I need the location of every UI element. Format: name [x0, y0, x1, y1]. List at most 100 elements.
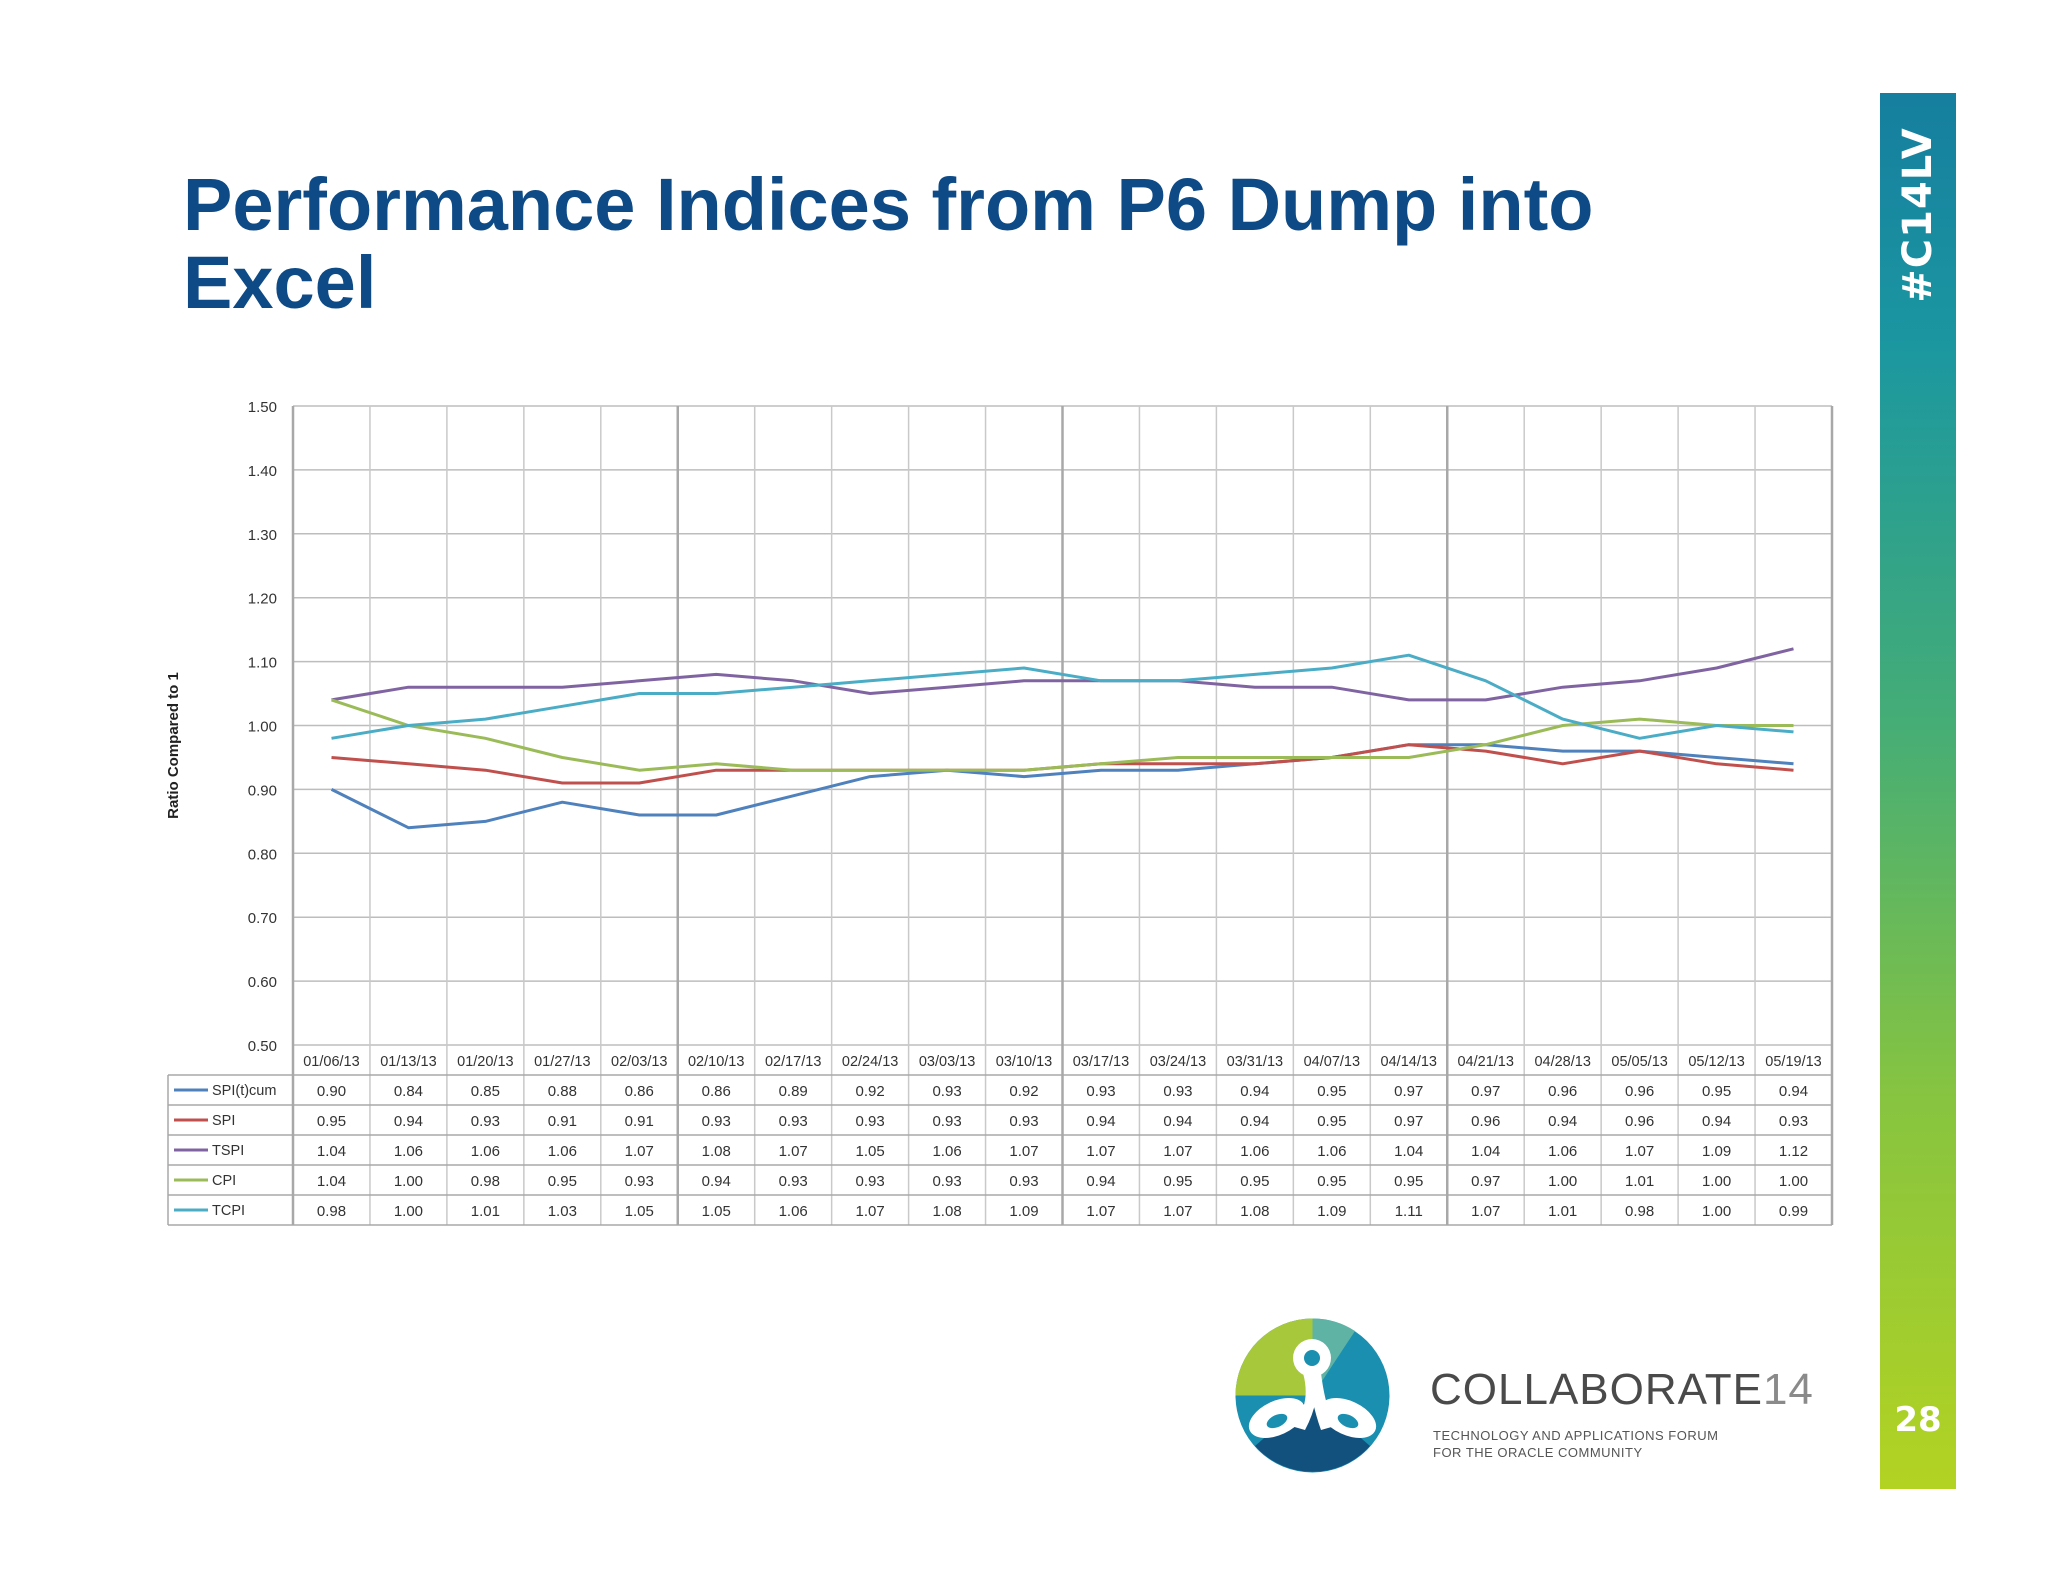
table-cell-value: 0.86 — [625, 1083, 654, 1100]
x-category-label: 03/17/13 — [1073, 1054, 1129, 1070]
brand-name: COLLABORATE — [1430, 1365, 1763, 1414]
table-cell-value: 0.93 — [471, 1113, 500, 1130]
table-cell-value: 0.93 — [1009, 1173, 1038, 1190]
table-cell-value: 0.90 — [317, 1083, 346, 1100]
table-cell-value: 1.00 — [394, 1173, 423, 1190]
table-cell-value: 0.95 — [1317, 1113, 1346, 1130]
x-category-label: 02/03/13 — [611, 1054, 667, 1070]
y-axis-title: Ratio Compared to 1 — [165, 672, 182, 819]
table-cell-value: 1.07 — [1471, 1203, 1500, 1220]
x-category-label: 04/28/13 — [1534, 1054, 1590, 1070]
table-cell-value: 1.00 — [1702, 1173, 1731, 1190]
table-cell-value: 1.09 — [1009, 1203, 1038, 1220]
x-category-label: 02/17/13 — [765, 1054, 821, 1070]
table-cell-value: 1.12 — [1779, 1143, 1808, 1160]
y-tick-label: 1.30 — [248, 527, 277, 544]
table-cell-value: 0.93 — [1086, 1083, 1115, 1100]
table-cell-value: 0.91 — [625, 1113, 654, 1130]
table-cell-value: 0.93 — [932, 1113, 961, 1130]
x-category-label: 05/12/13 — [1688, 1054, 1744, 1070]
legend-label: TSPI — [212, 1143, 244, 1159]
table-cell-value: 0.95 — [548, 1173, 577, 1190]
y-tick-label: 0.50 — [248, 1038, 277, 1055]
table-cell-value: 0.93 — [856, 1113, 885, 1130]
y-tick-label: 0.60 — [248, 974, 277, 991]
y-tick-label: 0.90 — [248, 782, 277, 799]
table-cell-value: 1.06 — [932, 1143, 961, 1160]
x-category-label: 03/03/13 — [919, 1054, 975, 1070]
table-cell-value: 0.97 — [1471, 1083, 1500, 1100]
legend-label: SPI(t)cum — [212, 1083, 276, 1099]
x-category-label: 02/24/13 — [842, 1054, 898, 1070]
table-cell-value: 0.97 — [1394, 1083, 1423, 1100]
table-cell-value: 1.07 — [1163, 1203, 1192, 1220]
table-cell-value: 0.93 — [779, 1173, 808, 1190]
table-cell-value: 0.92 — [1009, 1083, 1038, 1100]
table-cell-value: 1.01 — [1625, 1173, 1654, 1190]
table-cell-value: 0.96 — [1625, 1083, 1654, 1100]
x-category-label: 03/24/13 — [1150, 1054, 1206, 1070]
series-line-tspi — [331, 647, 1794, 702]
table-cell-value: 0.93 — [1779, 1113, 1808, 1130]
table-cell-value: 1.09 — [1702, 1143, 1731, 1160]
x-category-label: 03/31/13 — [1227, 1054, 1283, 1070]
x-category-label: 01/13/13 — [380, 1054, 436, 1070]
x-category-label: 03/10/13 — [996, 1054, 1052, 1070]
sidebar-gradient-bar — [1880, 93, 1956, 1489]
table-cell-value: 1.06 — [779, 1203, 808, 1220]
performance-indices-chart: 1.50 1.40 1.30 1.20 1.10 1.00 0.90 0.80 0.70 0.60… — [165, 399, 1834, 1226]
y-tick-label: 1.40 — [248, 463, 277, 480]
table-cell-value: 0.97 — [1394, 1113, 1423, 1130]
y-tick-label: 1.00 — [248, 719, 277, 736]
table-cell-value: 1.07 — [1009, 1143, 1038, 1160]
legend-label: CPI — [212, 1173, 236, 1189]
table-cell-value: 1.06 — [548, 1143, 577, 1160]
table-cell-value: 1.06 — [471, 1143, 500, 1160]
table-cell-value: 0.94 — [1779, 1083, 1808, 1100]
table-cell-value: 0.84 — [394, 1083, 423, 1100]
legend-label: SPI — [212, 1113, 235, 1129]
table-cell-value: 0.95 — [317, 1113, 346, 1130]
table-cell-value: 1.06 — [1240, 1143, 1269, 1160]
table-cell-value: 1.08 — [702, 1143, 731, 1160]
table-cell-value: 0.93 — [779, 1113, 808, 1130]
table-cell-value: 1.07 — [1086, 1143, 1115, 1160]
table-cell-value: 0.94 — [1240, 1083, 1269, 1100]
table-cell-value: 0.95 — [1317, 1083, 1346, 1100]
x-category-label: 05/05/13 — [1611, 1054, 1667, 1070]
table-cell-value: 1.11 — [1395, 1203, 1423, 1220]
table-cell-value: 1.04 — [1394, 1143, 1423, 1160]
table-cell-value: 0.95 — [1240, 1173, 1269, 1190]
table-cell-value: 1.05 — [625, 1203, 654, 1220]
table-cell-value: 0.93 — [625, 1173, 654, 1190]
table-cell-value: 0.98 — [317, 1203, 346, 1220]
table-cell-value: 1.00 — [1548, 1173, 1577, 1190]
brand-wordmark: COLLABORATE14 — [1430, 1365, 1814, 1415]
series-line-spi-t-cum — [330, 743, 1794, 830]
table-cell-value: 0.94 — [1702, 1113, 1731, 1130]
table-cell-value: 0.94 — [1086, 1113, 1115, 1130]
table-cell-value: 0.93 — [856, 1173, 885, 1190]
y-tick-label: 1.10 — [248, 655, 277, 672]
hashtag-label: #C14LV — [1895, 127, 1941, 303]
slide-title: Performance Indices from P6 Dump into Ex… — [183, 163, 1594, 324]
table-cell-value: 0.99 — [1779, 1203, 1808, 1220]
series-line-tcpi — [331, 653, 1794, 740]
y-tick-label: 0.80 — [248, 846, 277, 863]
table-cell-value: 1.07 — [1163, 1143, 1192, 1160]
y-tick-label: 1.20 — [248, 591, 277, 608]
table-cell-value: 1.04 — [317, 1173, 346, 1190]
table-cell-value: 1.07 — [856, 1203, 885, 1220]
table-cell-value: 1.06 — [1548, 1143, 1577, 1160]
x-category-label: 01/27/13 — [534, 1054, 590, 1070]
x-category-label: 01/20/13 — [457, 1054, 513, 1070]
table-cell-value: 0.96 — [1548, 1083, 1577, 1100]
legend-label: TCPI — [212, 1203, 245, 1219]
table-cell-value: 1.01 — [471, 1203, 500, 1220]
table-cell-value: 0.85 — [471, 1083, 500, 1100]
table-cell-value: 0.93 — [1009, 1113, 1038, 1130]
table-cell-value: 1.08 — [932, 1203, 961, 1220]
x-category-label: 04/21/13 — [1457, 1054, 1513, 1070]
table-cell-value: 0.96 — [1625, 1113, 1654, 1130]
table-cell-value: 0.94 — [394, 1113, 423, 1130]
